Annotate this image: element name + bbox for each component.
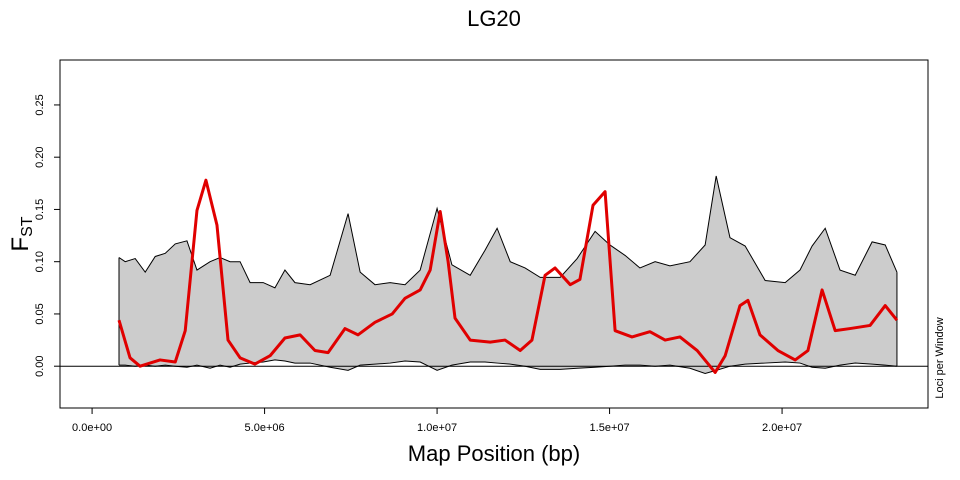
fst-line — [117, 178, 899, 374]
plot-frame — [59, 59, 929, 409]
band-lower-edge — [118, 359, 897, 375]
x-axis-label: Map Position (bp) — [408, 441, 580, 466]
y-tick-label: 0.15 — [34, 199, 46, 220]
x-tick-label: 0.0e+00 — [72, 422, 112, 434]
x-tick-label: 2.0e+07 — [762, 422, 802, 434]
y-axis-label: FST — [7, 216, 36, 251]
y-tick-label: 0.10 — [34, 251, 46, 272]
x-tick-label: 1.5e+07 — [590, 422, 630, 434]
y-tick-label: 0.00 — [34, 355, 46, 376]
y-tick-label: 0.05 — [34, 303, 46, 324]
band-upper-edge — [118, 175, 898, 289]
y-axis-label-sub: ST — [19, 216, 36, 237]
y-tick-label: 0.20 — [34, 146, 46, 167]
x-tick-label: 5.0e+06 — [245, 422, 285, 434]
y-axis-label-main: F — [7, 237, 34, 252]
band-fill — [118, 176, 897, 374]
chart-title: LG20 — [467, 6, 521, 31]
y-tick-label: 0.25 — [34, 94, 46, 115]
y2-axis-label: Loci per Window — [934, 317, 946, 398]
x-tick-label: 1.0e+07 — [417, 422, 457, 434]
